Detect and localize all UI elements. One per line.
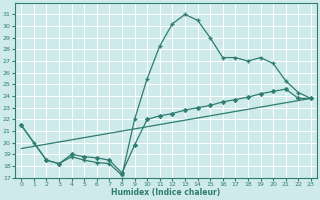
X-axis label: Humidex (Indice chaleur): Humidex (Indice chaleur) [111,188,221,197]
